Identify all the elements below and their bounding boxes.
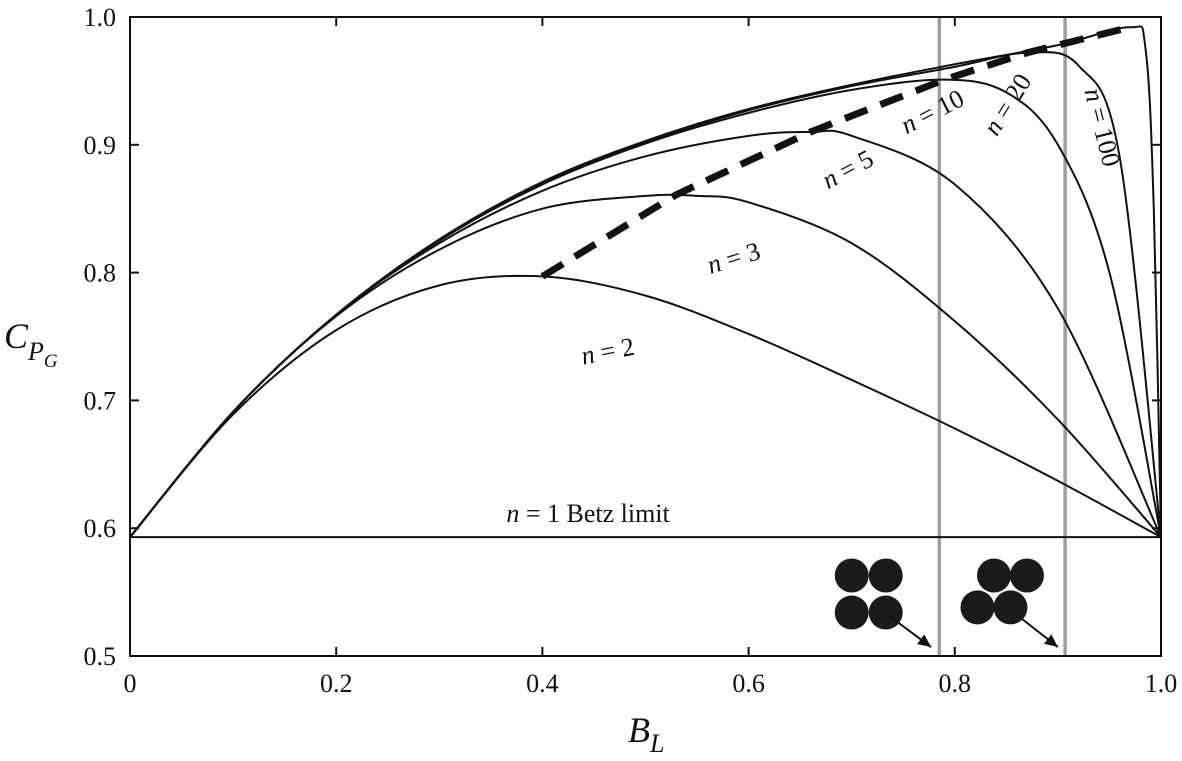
hexagonal-packing-disc [976,558,1011,593]
hexagonal-packing-disc [993,590,1028,625]
x-tick-label: 0 [124,669,137,698]
curve-label-n-5: n = 5 [817,144,878,195]
y-tick-label: 0.7 [84,386,117,415]
plot-area [129,17,1162,656]
square-packing-disc [834,558,869,593]
y-tick-label: 0.8 [84,259,117,288]
x-tick-label: 0.8 [939,669,972,698]
x-tick-label: 0.4 [526,669,559,698]
y-tick-label: 0.9 [84,131,117,160]
curve-label-n-100: n = 100 [1079,85,1126,169]
plot-frame [129,16,1162,657]
x-tick-label: 0.2 [320,669,353,698]
square-packing-disc [868,558,903,593]
series-line-n-10 [129,78,1162,538]
series-line-n-5 [129,129,1162,538]
betz-limit-label: n = 1 Betz limit [506,499,670,528]
curve-label-n-10: n = 10 [896,84,969,140]
y-axis-title: CPG [4,316,58,372]
optimum-dashed-line [540,23,1131,280]
x-tick-label: 1.0 [1145,669,1178,698]
y-tick-label: 0.6 [84,514,117,543]
chart-labels: n = 2 n = 3 n = 5 n = 10 n = 20 n = 100 n = 1 … [506,69,1126,528]
packing-arrowhead [917,634,932,648]
series-line-n-100 [129,25,1162,538]
x-axis-title: BL [628,710,664,758]
y-tick-label: 0.5 [84,642,117,671]
curve-label-n-20: n = 20 [977,69,1037,141]
packing-arrowhead [1043,634,1058,648]
square-packing-disc [834,595,869,630]
series-line-n-3 [129,193,1162,538]
hexagonal-packing-disc [960,590,995,625]
curve-label-n-2: n = 2 [579,332,637,371]
y-tick-label: 1.0 [84,3,117,32]
curve-label-n-3: n = 3 [704,236,764,279]
square-packing-disc [868,595,903,630]
series-line-n-2 [129,274,1162,539]
hexagonal-packing-disc [1009,558,1044,593]
axes: 0 0.2 0.4 0.6 0.8 1.0 0.5 0.6 0.7 0.8 0.9 1.0 BL CPG [4,3,1177,758]
x-tick-label: 0.6 [732,669,765,698]
